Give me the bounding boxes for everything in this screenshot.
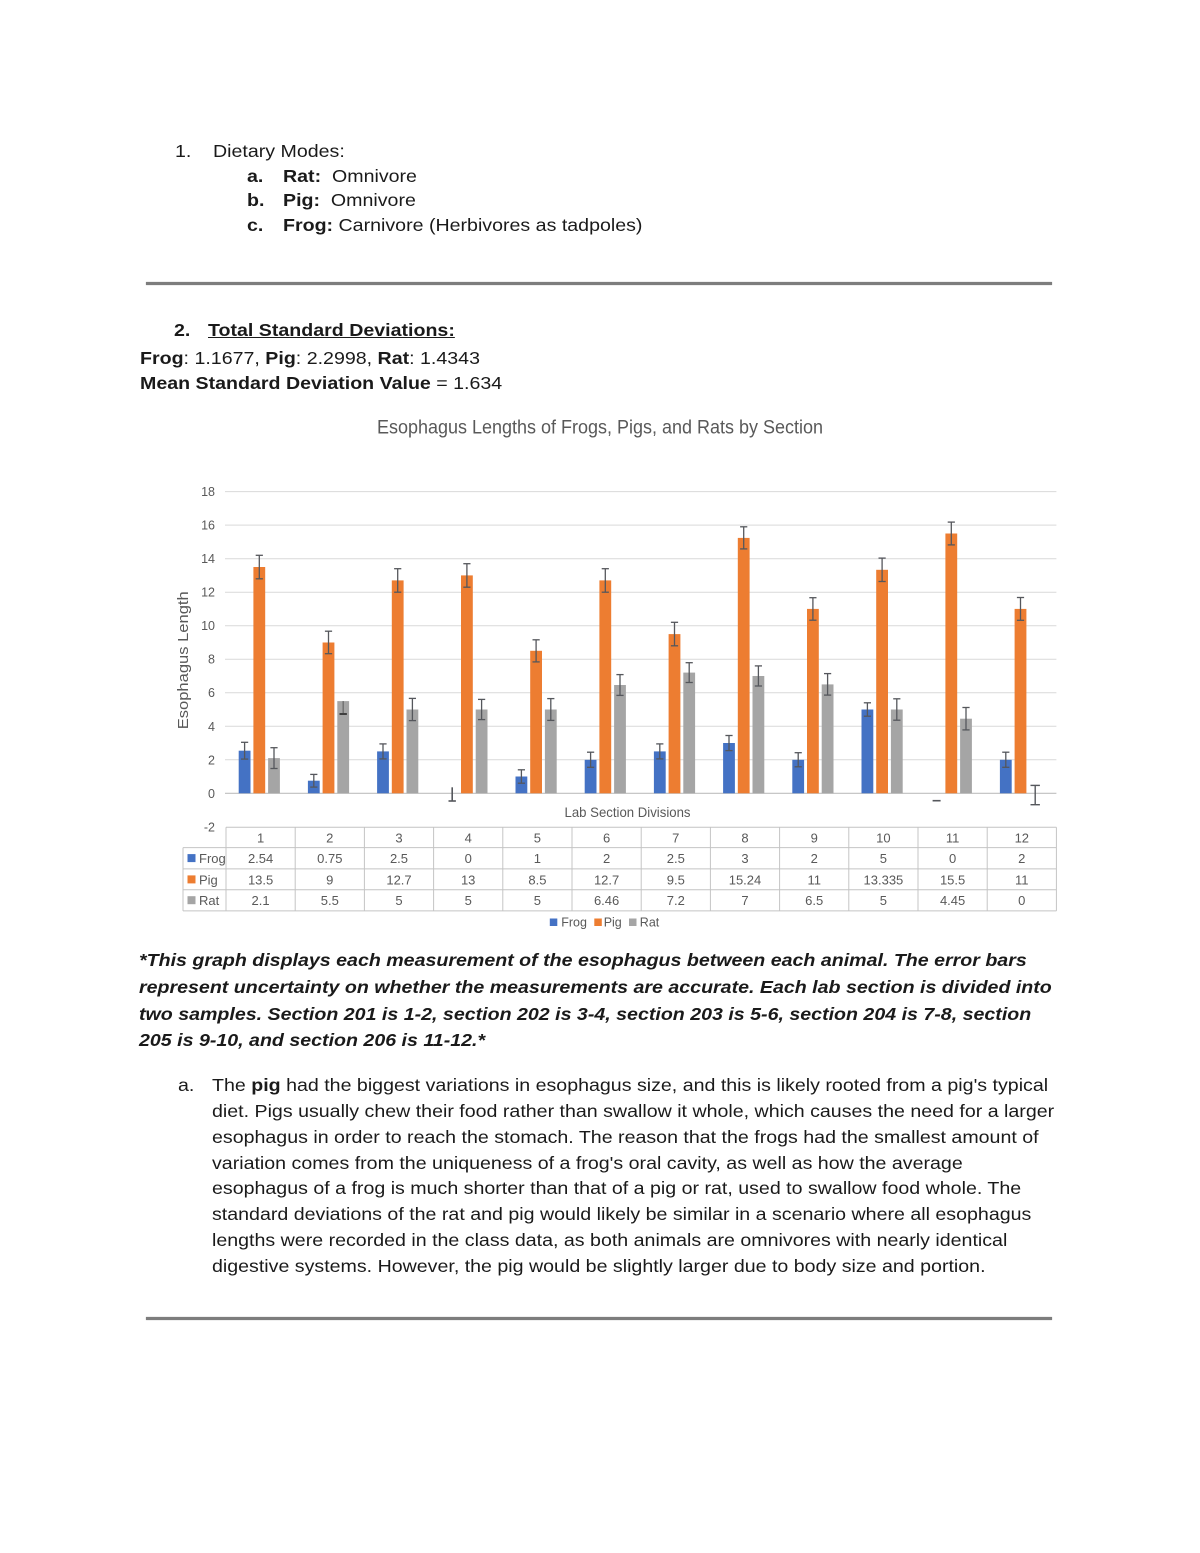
svg-text:12.7: 12.7 [386, 872, 411, 887]
svg-text:Lab Section Divisions: Lab Section Divisions [565, 804, 691, 820]
svg-text:6: 6 [603, 830, 610, 845]
svg-text:4: 4 [208, 720, 215, 734]
svg-text:16: 16 [201, 519, 215, 533]
svg-text:Rat: Rat [199, 893, 220, 908]
svg-text:8: 8 [208, 653, 215, 667]
svg-text:0: 0 [1018, 893, 1025, 908]
svg-text:Frog: Frog [561, 915, 587, 929]
svg-text:10: 10 [201, 619, 215, 633]
svg-text:2: 2 [811, 851, 818, 866]
svg-text:15.24: 15.24 [729, 872, 762, 887]
svg-text:0: 0 [465, 851, 472, 866]
svg-text:11: 11 [946, 830, 960, 845]
svg-text:5: 5 [880, 893, 887, 908]
svg-text:18: 18 [201, 485, 215, 499]
svg-text:11: 11 [1015, 872, 1029, 887]
svg-text:5: 5 [395, 893, 402, 908]
svg-text:7.2: 7.2 [667, 893, 685, 908]
svg-text:12: 12 [1015, 830, 1029, 845]
svg-text:Frog: Frog [199, 851, 226, 866]
svg-text:Rat: Rat [640, 915, 660, 929]
svg-text:Esophagus Length: Esophagus Length [176, 591, 192, 729]
svg-text:13.5: 13.5 [248, 872, 273, 887]
svg-text:8.5: 8.5 [528, 872, 546, 887]
svg-text:15.5: 15.5 [940, 872, 965, 887]
svg-text:1: 1 [534, 851, 541, 866]
svg-text:13: 13 [461, 872, 475, 887]
svg-text:1: 1 [257, 830, 264, 845]
svg-text:0: 0 [208, 787, 215, 801]
svg-text:Pig: Pig [199, 872, 218, 887]
svg-text:12.7: 12.7 [594, 872, 619, 887]
svg-text:7: 7 [741, 893, 748, 908]
svg-text:2.5: 2.5 [390, 851, 408, 866]
svg-text:Pig: Pig [604, 915, 622, 929]
svg-text:2.5: 2.5 [667, 851, 685, 866]
svg-text:13.335: 13.335 [864, 872, 904, 887]
svg-text:Esophagus Lengths of Frogs, Pi: Esophagus Lengths of Frogs, Pigs, and Ra… [377, 418, 823, 439]
svg-text:5: 5 [880, 851, 887, 866]
svg-text:12: 12 [201, 586, 215, 600]
svg-text:9.5: 9.5 [667, 872, 685, 887]
svg-text:0.75: 0.75 [317, 851, 342, 866]
svg-text:-2: -2 [204, 820, 215, 834]
svg-text:0: 0 [949, 851, 956, 866]
svg-text:5: 5 [534, 893, 541, 908]
svg-text:11: 11 [807, 872, 821, 887]
svg-text:6.5: 6.5 [805, 893, 823, 908]
svg-text:2: 2 [326, 830, 333, 845]
svg-text:2: 2 [208, 753, 215, 767]
svg-text:2: 2 [1018, 851, 1025, 866]
svg-text:4.45: 4.45 [940, 893, 965, 908]
svg-text:5: 5 [534, 830, 541, 845]
svg-text:3: 3 [395, 830, 402, 845]
svg-text:6: 6 [208, 686, 215, 700]
svg-text:8: 8 [741, 830, 748, 845]
svg-text:5: 5 [465, 893, 472, 908]
svg-text:14: 14 [201, 552, 215, 566]
svg-text:5.5: 5.5 [321, 893, 339, 908]
svg-text:2.54: 2.54 [248, 851, 273, 866]
svg-text:7: 7 [672, 830, 679, 845]
svg-text:6.46: 6.46 [594, 893, 619, 908]
svg-text:2: 2 [603, 851, 610, 866]
svg-text:9: 9 [326, 872, 333, 887]
svg-text:4: 4 [465, 830, 472, 845]
svg-text:3: 3 [741, 851, 748, 866]
svg-text:2.1: 2.1 [252, 893, 270, 908]
svg-text:10: 10 [876, 830, 890, 845]
svg-text:9: 9 [811, 830, 818, 845]
